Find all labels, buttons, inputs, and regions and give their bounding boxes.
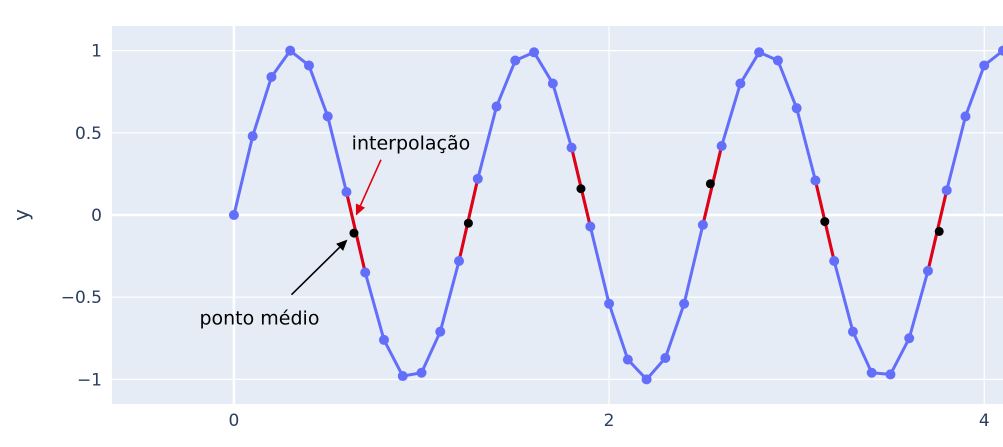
midpoint-marker [349,228,359,238]
midpoint-marker [820,217,830,227]
midpoint-marker [576,184,586,194]
arrow-head [355,203,366,216]
data-point [660,352,671,363]
tick-labels: −1 −0.5 0 0.5 1 0 2 4 [61,42,990,431]
data-point [585,221,596,232]
midpoint-marker [934,226,944,236]
data-point [604,298,615,309]
data-point [641,374,652,385]
data-point [735,78,746,89]
data-point [360,267,371,278]
y-tick-label: 1 [91,42,102,62]
data-point [566,142,577,153]
data-point [979,60,990,71]
data-point [454,256,465,267]
data-point [772,55,783,66]
midpoint-label: ponto médio [199,308,319,330]
data-point [922,265,933,276]
data-point [491,101,502,112]
data-point [397,371,408,382]
series-layer [228,45,1003,385]
interpolation-arrow [355,159,382,216]
data-point [416,367,427,378]
x-tick-label: 2 [604,411,615,431]
y-tick-label: −1 [77,370,102,390]
y-tick-label: −0.5 [61,288,102,308]
data-point [378,334,389,345]
data-point [322,111,333,122]
data-point [885,369,896,380]
data-point [810,175,821,186]
x-tick-label: 0 [229,411,240,431]
arrow-head [336,239,348,251]
midpoint-marker [705,179,715,189]
data-point [529,47,540,58]
data-point [904,333,915,344]
data-point [697,219,708,230]
data-point [303,60,314,71]
data-point [247,131,258,142]
data-point [285,45,296,56]
midpoint-marker [463,218,473,228]
data-point [228,210,239,220]
data-point [960,111,971,122]
x-tick-label: 4 [979,411,990,431]
arrow-shaft [290,246,341,296]
data-point [998,45,1003,56]
data-point [510,55,521,66]
data-point [472,173,483,184]
y-axis-title: y [9,209,33,221]
midpoint-arrow [290,239,348,296]
data-point [547,78,558,89]
data-point [754,47,765,58]
data-point [266,71,277,82]
y-tick-label: 0 [91,206,102,226]
data-point [341,186,352,197]
data-point [847,326,858,337]
data-point [829,256,840,267]
interpolation-label: interpolação [352,133,471,155]
data-point [435,326,446,337]
data-point [716,140,727,151]
y-tick-label: 0.5 [75,124,102,144]
data-point [679,298,690,309]
arrow-shaft [359,159,382,206]
data-point [866,367,877,378]
data-point [791,103,802,114]
annotation-layer: interpolação ponto médio [199,133,470,330]
data-point [622,354,633,365]
data-point [941,185,952,196]
